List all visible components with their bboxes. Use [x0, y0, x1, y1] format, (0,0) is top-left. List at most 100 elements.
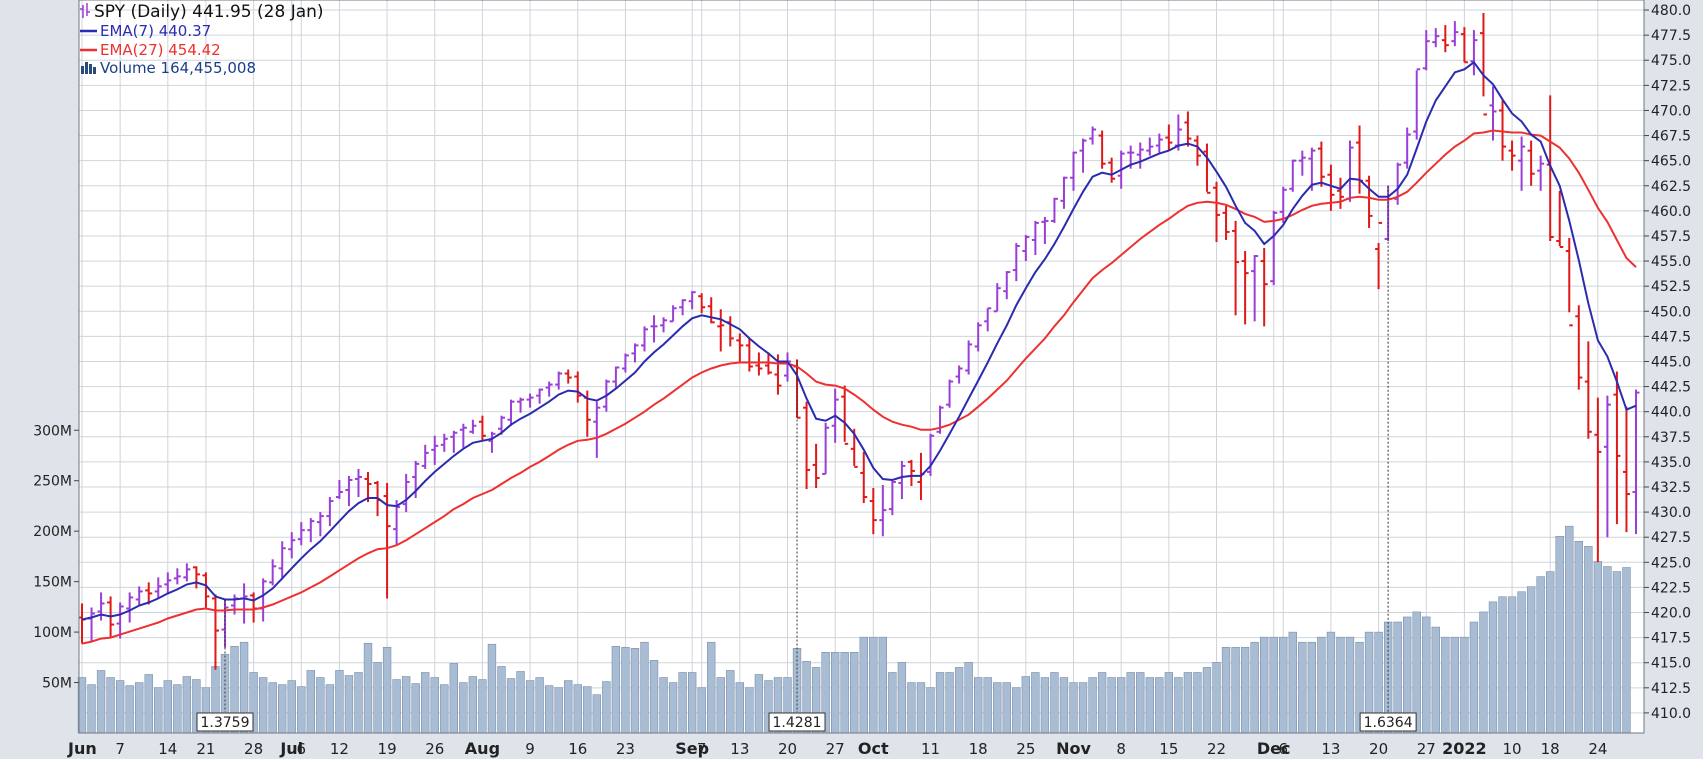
- ohlc-bar: [192, 566, 200, 589]
- volume-bar: [916, 682, 926, 734]
- ohlc-bar: [688, 291, 696, 310]
- x-tick-label: 7: [697, 740, 707, 758]
- volume-bar: [583, 686, 592, 734]
- ohlc-bar: [459, 423, 467, 448]
- ohlc-bar: [1479, 13, 1487, 116]
- x-tick-label: 11: [921, 740, 940, 758]
- x-tick-label: 18: [969, 740, 988, 758]
- x-tick-label: 23: [616, 740, 635, 758]
- ohlc-bar: [1136, 142, 1144, 169]
- price-tick-label: 480.0: [1651, 3, 1691, 19]
- legend-ema7-label: EMA(7) 440.37: [100, 22, 211, 40]
- volume-bar: [573, 684, 582, 734]
- volume-bar: [1174, 677, 1183, 734]
- ohlc-legend-icon: [80, 3, 90, 18]
- ohlc-bar: [440, 433, 448, 452]
- volume-bar: [1240, 646, 1250, 734]
- ohlc-bar: [450, 430, 458, 453]
- volume-bar: [859, 636, 868, 734]
- x-tick-label: 27: [826, 740, 845, 758]
- ohlc-bar: [145, 582, 153, 605]
- x-tick-label: 26: [425, 740, 444, 758]
- x-tick-label: 6: [1278, 740, 1288, 758]
- volume-bar: [993, 682, 1002, 734]
- volume-bar: [1221, 646, 1231, 734]
- price-tick-label: 432.5: [1651, 480, 1691, 496]
- ohlc-bar: [1003, 271, 1011, 300]
- legend-volume-label: Volume 164,455,008: [100, 59, 256, 77]
- ohlc-bar: [1070, 151, 1078, 191]
- ohlc-bar: [1308, 147, 1316, 191]
- volume-bar: [1250, 641, 1259, 734]
- ohlc-bar: [1460, 27, 1468, 64]
- ohlc-bar: [288, 532, 296, 559]
- volume-bar: [154, 687, 163, 734]
- volume-bar: [1202, 667, 1212, 734]
- x-tick-label: 8: [1116, 740, 1126, 758]
- ohlc-bar: [116, 602, 124, 639]
- volume-bar: [1536, 576, 1545, 734]
- volume-bar: [735, 682, 744, 734]
- volume-bar: [1336, 636, 1345, 734]
- volume-bar: [621, 646, 630, 734]
- volume-bar: [278, 684, 287, 734]
- ohlc-bar: [1289, 159, 1297, 192]
- volume-bar: [1212, 662, 1221, 734]
- price-tick-label: 425.0: [1651, 555, 1691, 571]
- price-tick-label: 427.5: [1651, 530, 1691, 546]
- volume-bar: [516, 671, 525, 734]
- ohlc-bar: [1279, 186, 1287, 223]
- ohlc-bar: [879, 484, 887, 537]
- ohlc-bar: [488, 431, 496, 453]
- volume-bar: [335, 670, 344, 734]
- grid: [79, 0, 1644, 733]
- ohlc-bar: [1232, 220, 1240, 316]
- volume-bar: [1450, 636, 1460, 734]
- ohlc-bar: [1365, 175, 1373, 228]
- volume-bar: [268, 682, 277, 734]
- ohlc-bar: [431, 435, 439, 465]
- price-tick-label: 447.5: [1651, 329, 1691, 345]
- ohlc-bar: [1079, 138, 1087, 173]
- ohlc-bar: [354, 468, 362, 498]
- price-tick-label: 430.0: [1651, 505, 1691, 521]
- volume-bar: [1012, 687, 1021, 734]
- volume-bar: [1431, 626, 1440, 734]
- volume-bar: [1183, 672, 1193, 734]
- volume-bar: [1164, 672, 1174, 734]
- x-tick-label: 6: [297, 740, 307, 758]
- ohlc-bar: [211, 594, 219, 670]
- ohlc-bar: [612, 366, 620, 388]
- ohlc-bar: [927, 433, 935, 476]
- volume-bar: [840, 652, 849, 734]
- x-tick-label: 18: [1541, 740, 1560, 758]
- ohlc-bar: [812, 443, 820, 488]
- volume-bar: [1593, 561, 1603, 734]
- x-tick-label: 12: [330, 740, 349, 758]
- ohlc-bar: [202, 572, 210, 608]
- annotation-marker: 1.4281: [768, 359, 826, 732]
- volume-bar: [935, 672, 945, 734]
- price-tick-label: 450.0: [1651, 304, 1691, 320]
- volume-bar: [125, 685, 134, 734]
- volume-bar: [506, 678, 516, 734]
- volume-bar: [440, 684, 449, 734]
- volume-bar: [1469, 621, 1479, 734]
- annotation-marker: 1.3759: [196, 599, 254, 732]
- ohlc-bar: [278, 541, 286, 580]
- ohlc-bar: [1527, 140, 1535, 186]
- price-tick-label: 410.0: [1651, 706, 1691, 722]
- ohlc-bar: [1537, 155, 1545, 191]
- ohlc-bar: [1165, 124, 1173, 151]
- ohlc-bar: [1241, 251, 1249, 325]
- ohlc-bar: [1403, 127, 1411, 169]
- ohlc-bar: [402, 473, 410, 513]
- ohlc-bar: [621, 353, 629, 373]
- volume-bar: [1526, 586, 1536, 734]
- volume-bar: [535, 677, 544, 734]
- annotation-box: [1359, 712, 1417, 732]
- ohlc-bar: [1050, 197, 1058, 223]
- volume-bar: [1126, 672, 1135, 734]
- price-tick-label: 440.0: [1651, 405, 1691, 421]
